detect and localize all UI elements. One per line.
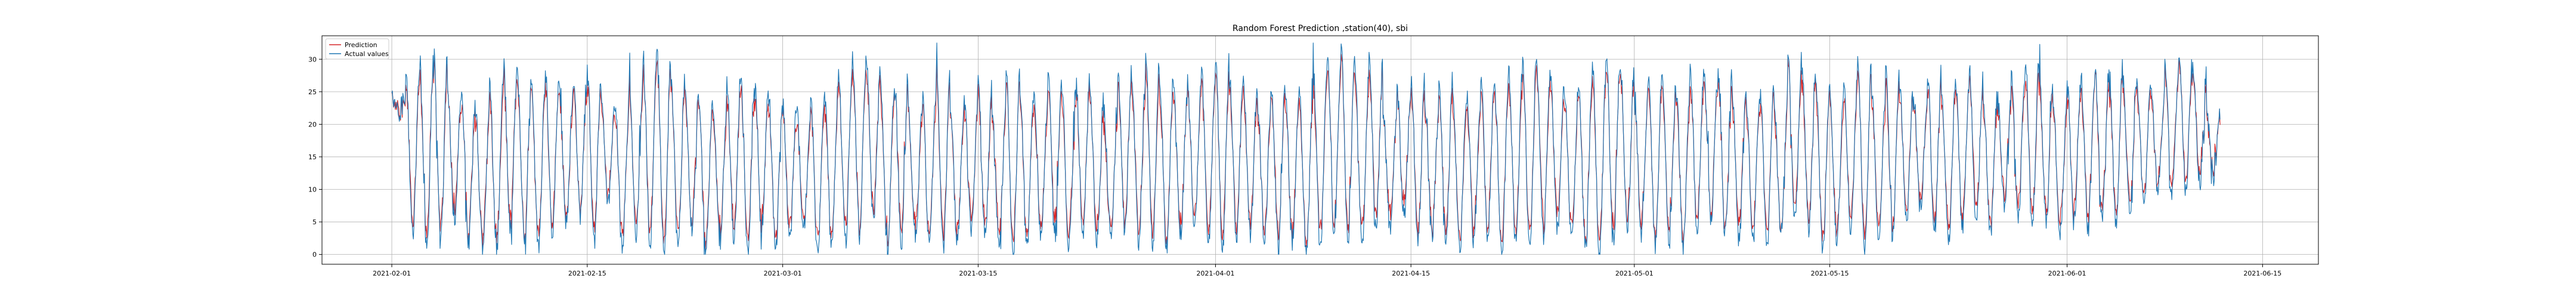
x-tick-label: 2021-03-01 bbox=[764, 270, 802, 277]
legend: Prediction Actual values bbox=[325, 38, 389, 60]
legend-box bbox=[325, 38, 389, 60]
x-tick-label: 2021-03-15 bbox=[959, 270, 997, 277]
series-lines bbox=[391, 42, 2221, 255]
plot-area bbox=[322, 36, 2318, 264]
y-tick-label: 25 bbox=[308, 88, 317, 96]
y-tick-label: 30 bbox=[308, 55, 317, 63]
x-tick-label: 2021-04-01 bbox=[1196, 270, 1234, 277]
legend-actual-label: Actual values bbox=[345, 50, 389, 58]
y-tick-label: 10 bbox=[308, 186, 317, 194]
legend-prediction-label: Prediction bbox=[345, 41, 377, 49]
series-actual-line bbox=[391, 42, 2221, 255]
y-tick-label: 0 bbox=[312, 251, 317, 259]
x-tick-label: 2021-02-01 bbox=[373, 270, 411, 277]
y-axis: 0 5 10 15 20 25 30 bbox=[308, 55, 322, 259]
x-axis: 2021-02-01 2021-02-15 2021-03-01 2021-03-15… bbox=[373, 264, 2281, 277]
y-tick-label: 5 bbox=[312, 218, 317, 226]
y-tick-label: 20 bbox=[308, 120, 317, 128]
x-tick-label: 2021-05-01 bbox=[1615, 270, 1654, 277]
x-tick-label: 2021-04-15 bbox=[1392, 270, 1430, 277]
x-tick-label: 2021-06-15 bbox=[2243, 270, 2281, 277]
x-tick-label: 2021-05-15 bbox=[1811, 270, 1849, 277]
plot-frame bbox=[321, 35, 2319, 265]
y-tick-label: 15 bbox=[308, 153, 317, 161]
chart-title: Random Forest Prediction ,station(40), s… bbox=[1233, 24, 1408, 33]
x-tick-label: 2021-02-15 bbox=[568, 270, 606, 277]
x-tick-label: 2021-06-01 bbox=[2048, 270, 2086, 277]
